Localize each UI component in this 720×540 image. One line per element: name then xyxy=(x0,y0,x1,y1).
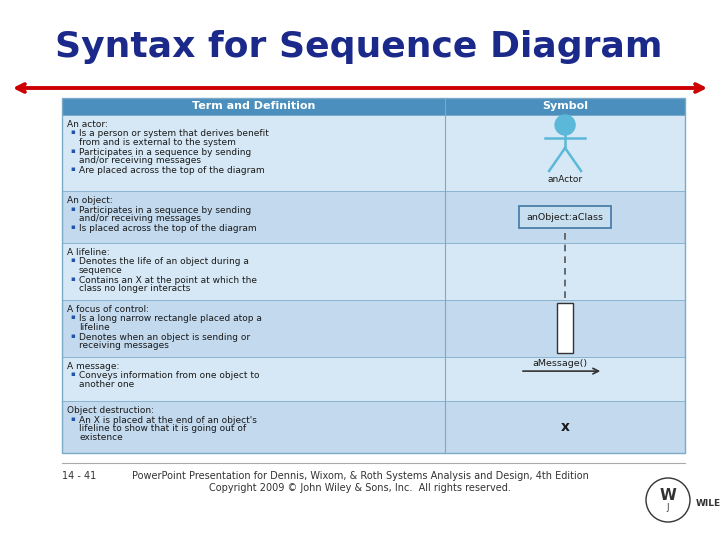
Text: lifeline to show that it is going out of: lifeline to show that it is going out of xyxy=(79,424,246,434)
Text: An object:: An object: xyxy=(67,196,113,205)
Text: Object destruction:: Object destruction: xyxy=(67,407,154,415)
Text: Is a long narrow rectangle placed atop a: Is a long narrow rectangle placed atop a xyxy=(79,314,262,323)
Bar xyxy=(62,243,685,300)
Text: Is a person or system that derives benefit: Is a person or system that derives benef… xyxy=(79,129,269,138)
Text: ▪: ▪ xyxy=(70,314,75,320)
Text: An actor:: An actor: xyxy=(67,120,108,129)
Text: ▪: ▪ xyxy=(70,206,75,212)
Text: ▪: ▪ xyxy=(70,258,75,264)
Text: A message:: A message: xyxy=(67,362,120,371)
Bar xyxy=(62,300,685,357)
Text: WILEY: WILEY xyxy=(696,500,720,509)
Text: 14 - 41: 14 - 41 xyxy=(62,471,96,481)
Text: ▪: ▪ xyxy=(70,372,75,377)
Text: and/or receiving messages: and/or receiving messages xyxy=(79,214,201,223)
Bar xyxy=(62,401,685,453)
Text: Participates in a sequence by sending: Participates in a sequence by sending xyxy=(79,206,251,215)
Text: from and is external to the system: from and is external to the system xyxy=(79,138,236,147)
Text: sequence: sequence xyxy=(79,266,122,275)
Text: W: W xyxy=(660,489,676,503)
Bar xyxy=(62,98,685,453)
Text: lifeline: lifeline xyxy=(79,323,109,332)
Text: anActor: anActor xyxy=(547,175,582,184)
Text: A lifeline:: A lifeline: xyxy=(67,248,109,257)
Text: receiving messages: receiving messages xyxy=(79,341,169,350)
Text: A focus of control:: A focus of control: xyxy=(67,305,149,314)
Text: Participates in a sequence by sending: Participates in a sequence by sending xyxy=(79,147,251,157)
Text: ▪: ▪ xyxy=(70,166,75,172)
Text: existence: existence xyxy=(79,433,122,442)
Text: Contains an X at the point at which the: Contains an X at the point at which the xyxy=(79,276,257,285)
Circle shape xyxy=(555,115,575,135)
Text: another one: another one xyxy=(79,380,134,389)
Bar xyxy=(62,357,685,401)
Text: Denotes the life of an object during a: Denotes the life of an object during a xyxy=(79,258,249,266)
Text: ▪: ▪ xyxy=(70,333,75,339)
Text: Denotes when an object is sending or: Denotes when an object is sending or xyxy=(79,333,250,342)
Text: J: J xyxy=(667,503,670,512)
Circle shape xyxy=(646,478,690,522)
FancyBboxPatch shape xyxy=(519,206,611,228)
Text: ▪: ▪ xyxy=(70,276,75,282)
Text: x: x xyxy=(561,420,570,434)
Text: An X is placed at the end of an object's: An X is placed at the end of an object's xyxy=(79,416,257,425)
Bar xyxy=(62,191,685,243)
Text: ▪: ▪ xyxy=(70,416,75,422)
Bar xyxy=(62,114,685,191)
Text: Is placed across the top of the diagram: Is placed across the top of the diagram xyxy=(79,224,256,233)
Text: ▪: ▪ xyxy=(70,129,75,135)
Text: class no longer interacts: class no longer interacts xyxy=(79,285,190,293)
Text: anObject:aClass: anObject:aClass xyxy=(526,213,603,221)
Text: Are placed across the top of the diagram: Are placed across the top of the diagram xyxy=(79,166,265,175)
Text: Symbol: Symbol xyxy=(542,102,588,111)
Text: PowerPoint Presentation for Dennis, Wixom, & Roth Systems Analysis and Design, 4: PowerPoint Presentation for Dennis, Wixo… xyxy=(132,471,588,492)
Text: aMessage(): aMessage() xyxy=(533,359,588,368)
Text: and/or receiving messages: and/or receiving messages xyxy=(79,156,201,165)
Text: Syntax for Sequence Diagram: Syntax for Sequence Diagram xyxy=(55,30,662,64)
Text: ▪: ▪ xyxy=(70,224,75,230)
Text: Term and Definition: Term and Definition xyxy=(192,102,315,111)
Bar xyxy=(62,98,685,114)
Text: Conveys information from one object to: Conveys information from one object to xyxy=(79,372,259,380)
Text: ▪: ▪ xyxy=(70,147,75,154)
Bar xyxy=(557,303,573,353)
